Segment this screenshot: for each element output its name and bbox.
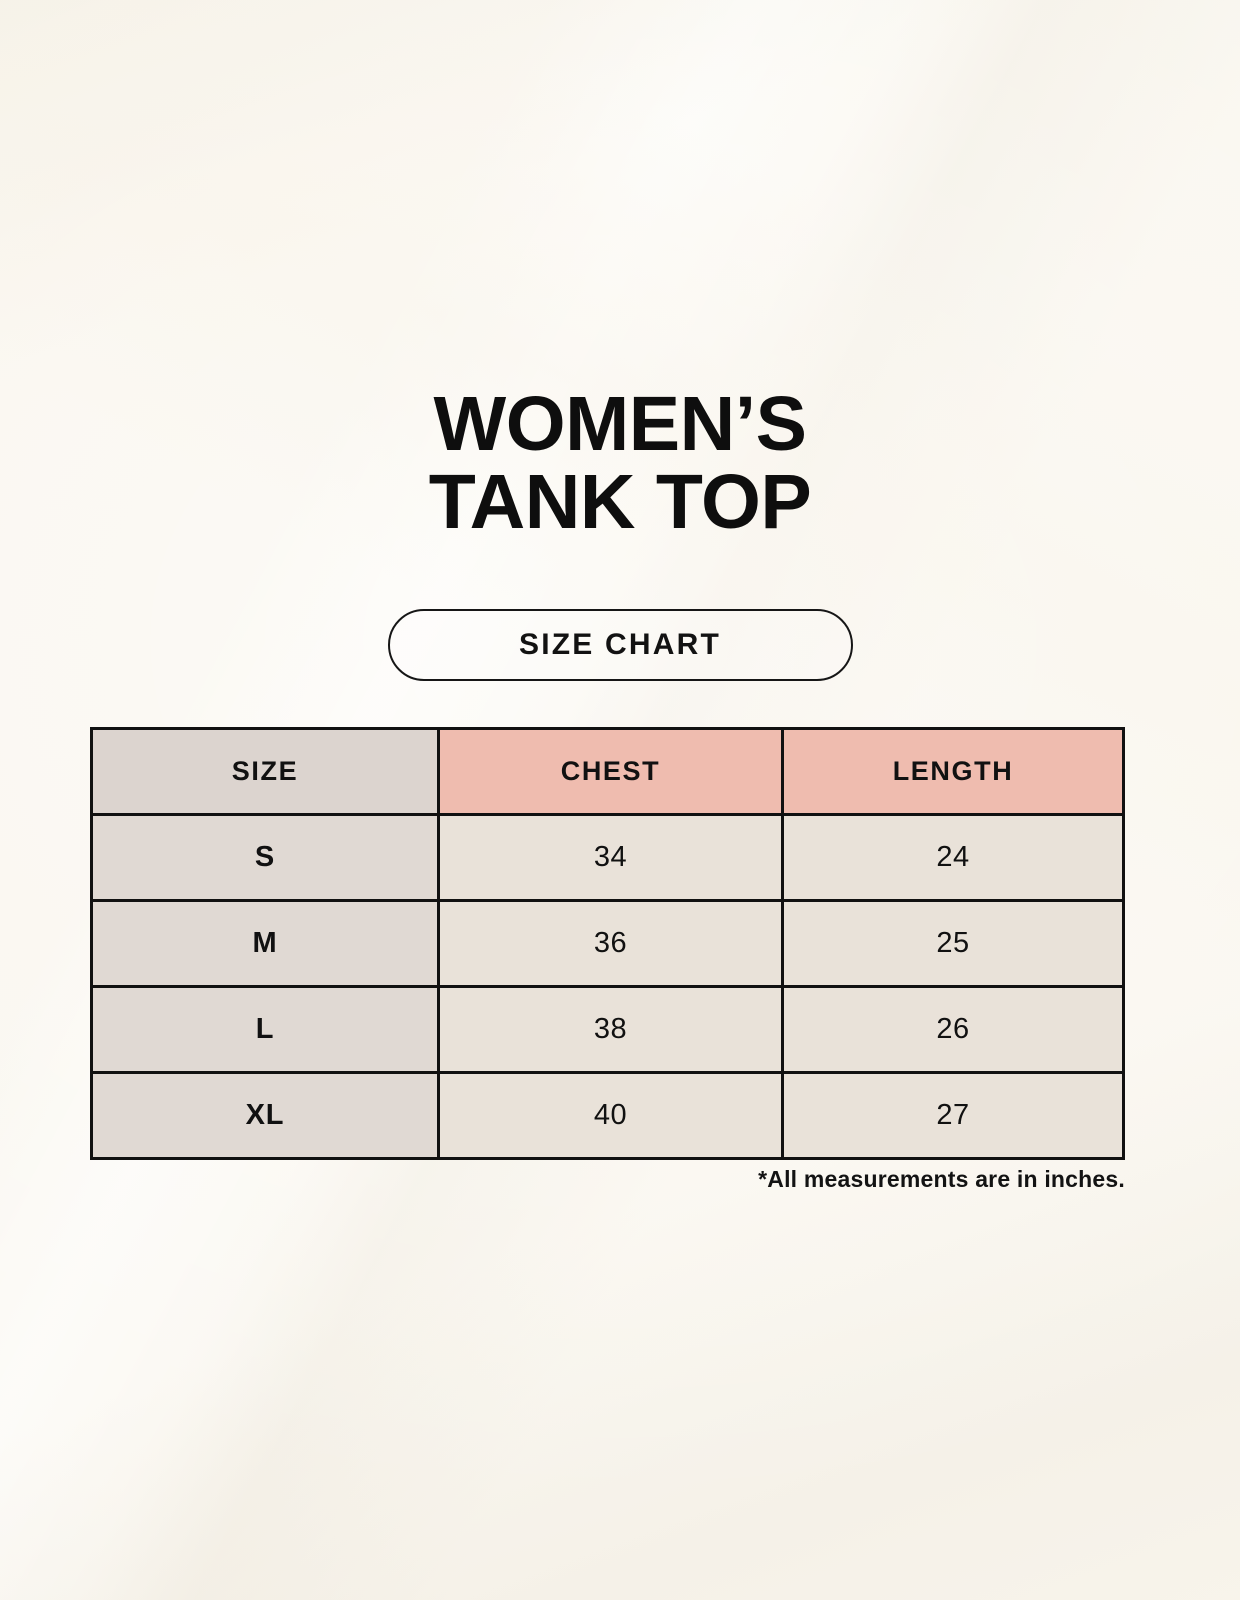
cell-length: 26 bbox=[781, 985, 1125, 1074]
table-row: M 36 25 bbox=[90, 899, 1125, 988]
table-row: S 34 24 bbox=[90, 813, 1125, 902]
size-chart-badge: SIZE CHART bbox=[387, 609, 853, 681]
column-header-chest: CHEST bbox=[437, 727, 784, 816]
cell-chest: 34 bbox=[437, 813, 784, 902]
table-header-row: SIZE CHEST LENGTH bbox=[90, 727, 1125, 816]
size-table-container: SIZE CHEST LENGTH S 34 24 M 36 25 bbox=[90, 727, 1125, 1160]
cell-length: 24 bbox=[781, 813, 1125, 902]
size-table: SIZE CHEST LENGTH S 34 24 M 36 25 bbox=[90, 727, 1125, 1160]
page-title-line-1: WOMEN’S bbox=[433, 381, 807, 467]
size-chart-badge-container: SIZE CHART bbox=[0, 609, 1240, 681]
cell-chest: 36 bbox=[437, 899, 784, 988]
size-table-body: S 34 24 M 36 25 L 38 26 XL bbox=[90, 813, 1125, 1160]
column-header-length: LENGTH bbox=[781, 727, 1125, 816]
cell-chest: 40 bbox=[437, 1071, 784, 1160]
table-row: XL 40 27 bbox=[90, 1071, 1125, 1160]
cell-size: L bbox=[90, 985, 440, 1074]
cell-length: 25 bbox=[781, 899, 1125, 988]
cell-size: S bbox=[90, 813, 440, 902]
measurement-note: *All measurements are in inches. bbox=[758, 1166, 1125, 1192]
page-title-line-2: TANK TOP bbox=[428, 459, 812, 545]
cell-length: 27 bbox=[781, 1071, 1125, 1160]
table-row: L 38 26 bbox=[90, 985, 1125, 1074]
cell-chest: 38 bbox=[437, 985, 784, 1074]
column-header-size: SIZE bbox=[90, 727, 440, 816]
page-title: WOMEN’S TANK TOP bbox=[0, 385, 1240, 541]
cell-size: M bbox=[90, 899, 440, 988]
cell-size: XL bbox=[90, 1071, 440, 1160]
size-table-head: SIZE CHEST LENGTH bbox=[90, 727, 1125, 816]
